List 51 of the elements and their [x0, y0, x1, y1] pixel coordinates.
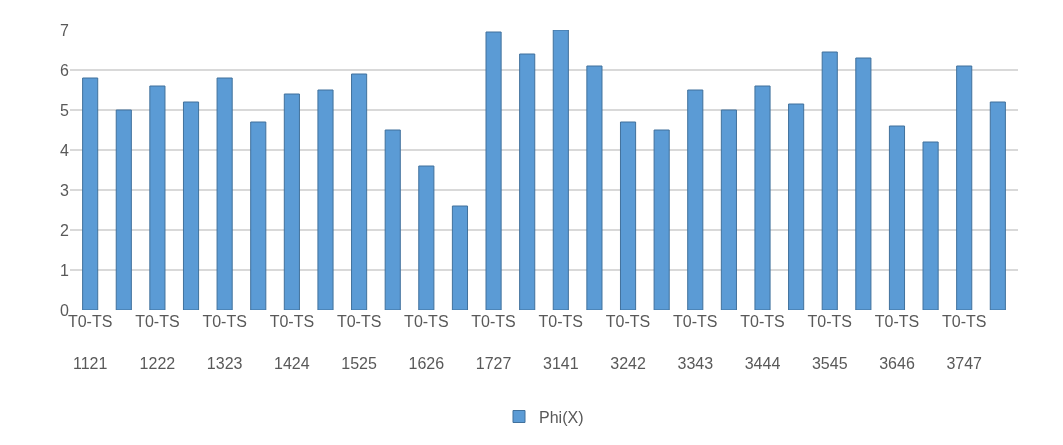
bar [754, 85, 771, 310]
bar [485, 31, 502, 310]
y-tick-label: 2 [60, 221, 70, 239]
category-label: T0-TS 3444 [740, 313, 785, 372]
bar [653, 129, 670, 310]
bar [552, 30, 569, 310]
category-label: T0-TS 3242 [605, 313, 651, 372]
bar [619, 121, 637, 310]
y-tick-label: 5 [60, 101, 70, 119]
legend-label: Phi(X) [539, 408, 584, 426]
y-tick-label: 4 [60, 141, 70, 159]
bar [451, 205, 469, 310]
bar [351, 73, 368, 310]
category-label: T0-TS 1626 [404, 313, 449, 372]
bar [855, 57, 872, 310]
y-tick-label: 0 [60, 301, 70, 319]
category-label: T0-TS 3545 [807, 313, 852, 372]
y-tick-label: 7 [60, 21, 70, 39]
bar [888, 125, 906, 310]
category-label: T0-TS 3747 [941, 313, 987, 372]
bar [418, 165, 435, 310]
bar [250, 121, 267, 310]
category-label: T0-TS 1121 [67, 313, 113, 372]
category-label: T0-TS 3343 [673, 313, 718, 372]
y-tick-label: 1 [60, 261, 70, 279]
bar [956, 65, 973, 310]
bar [989, 101, 1006, 310]
category-label: T0-TS 1727 [471, 313, 516, 372]
bar [317, 89, 334, 310]
bar [283, 93, 300, 310]
bar [519, 53, 536, 310]
bar [586, 65, 603, 310]
bar [687, 89, 704, 310]
y-tick-label: 3 [60, 181, 70, 199]
bar [115, 109, 132, 310]
bar [788, 103, 805, 310]
category-label: T0-TS 1323 [202, 313, 247, 372]
bar [182, 101, 200, 310]
bar [149, 85, 166, 310]
bar [82, 77, 99, 310]
bar [821, 51, 838, 310]
bar [216, 77, 233, 310]
category-label: T0-TS 1222 [135, 313, 180, 372]
category-label: T0-TS 1424 [269, 313, 315, 372]
bar [922, 141, 939, 310]
category-label: T0-TS 3141 [538, 313, 584, 372]
category-label: T0-TS 1525 [336, 313, 382, 372]
y-tick-label: 6 [60, 61, 70, 79]
category-label: T0-TS 3646 [874, 313, 920, 372]
bar [720, 109, 737, 310]
bar [384, 129, 401, 310]
